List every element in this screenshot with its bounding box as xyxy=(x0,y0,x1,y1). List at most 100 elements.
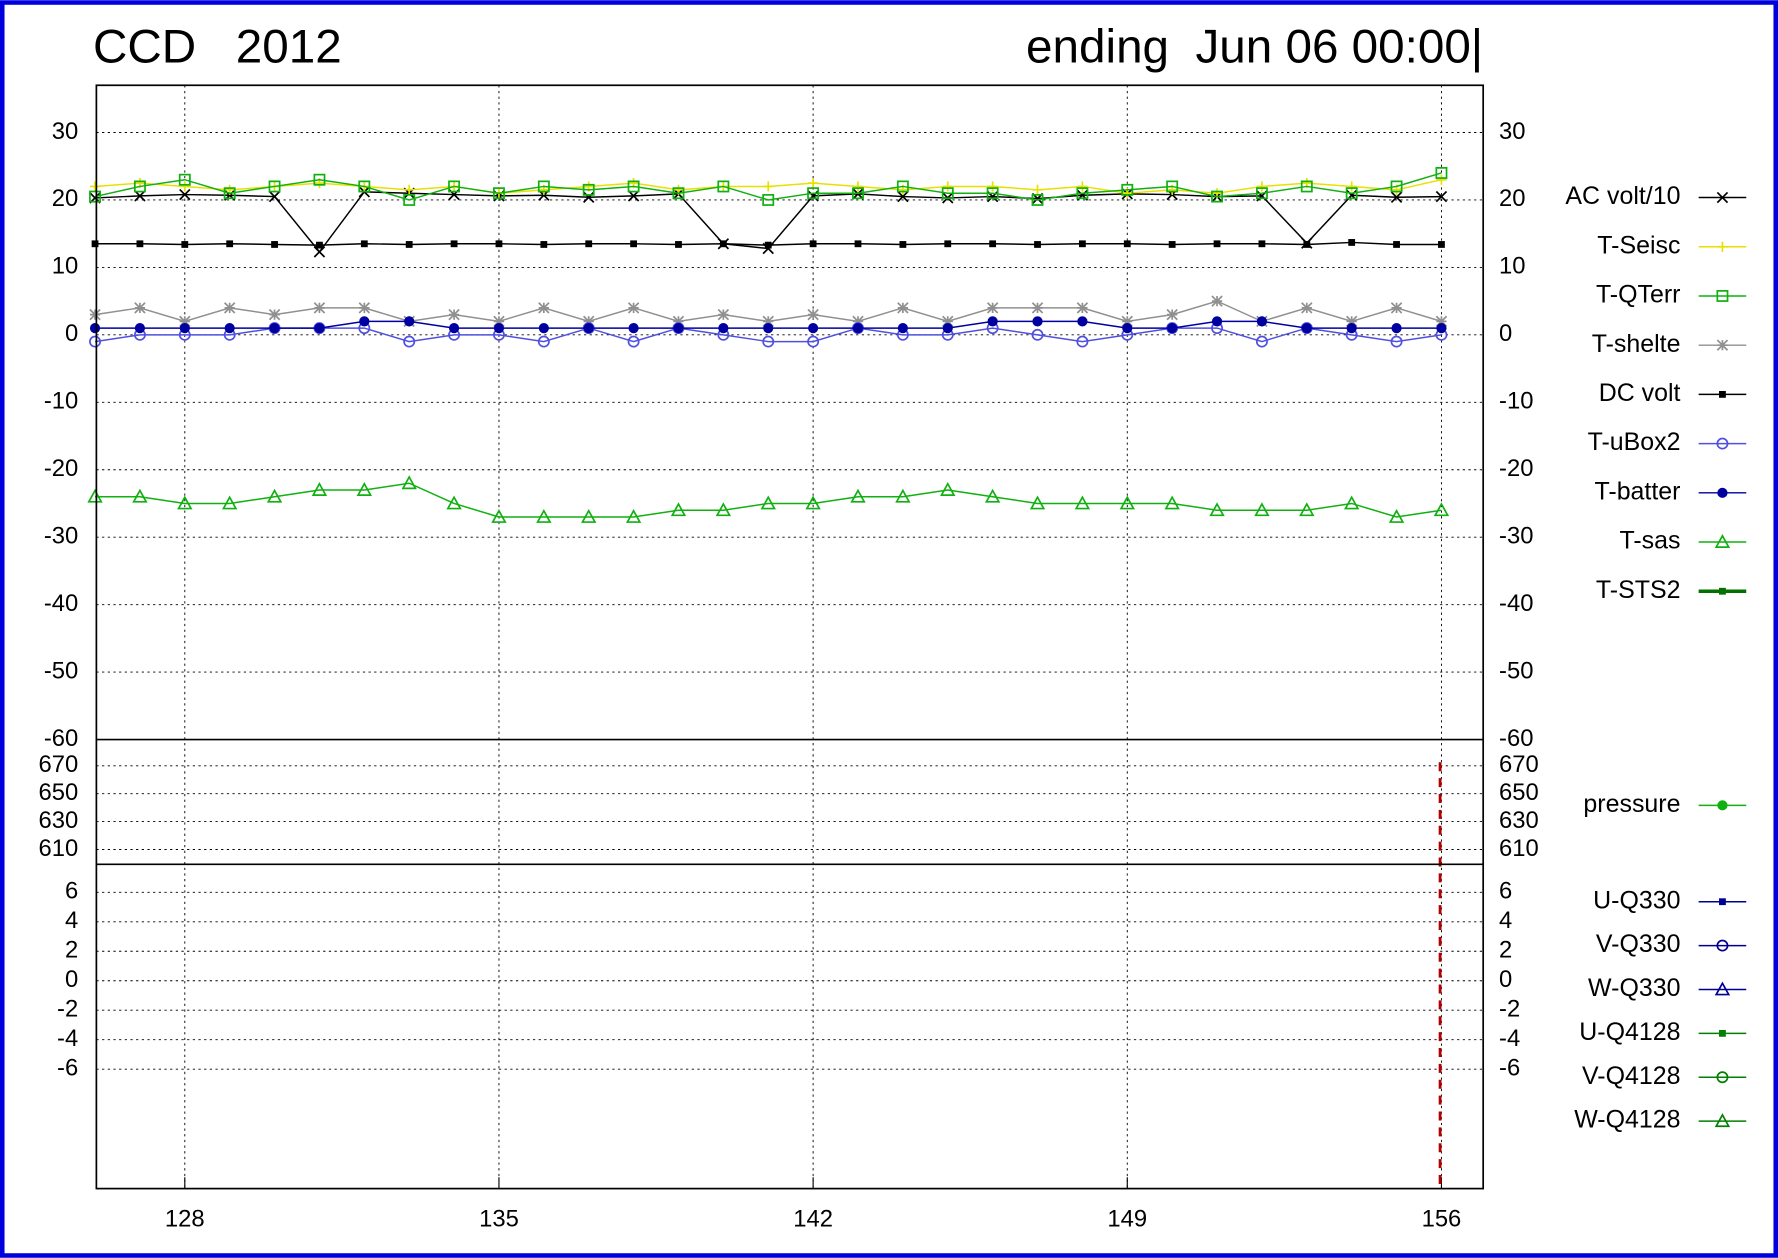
marker xyxy=(1254,502,1270,517)
marker xyxy=(404,184,415,195)
marker xyxy=(178,173,191,186)
marker xyxy=(581,508,597,523)
marker xyxy=(358,302,371,314)
marker xyxy=(1716,290,1729,302)
marker xyxy=(268,190,281,203)
legend-label: AC volt/10 xyxy=(1565,182,1680,210)
marker xyxy=(718,323,729,334)
marker xyxy=(854,240,862,248)
marker xyxy=(852,181,864,192)
marker xyxy=(1076,187,1089,200)
marker xyxy=(536,508,552,523)
marker xyxy=(132,488,148,503)
y-tick-label-right: 30 xyxy=(1499,118,1525,145)
marker xyxy=(1077,316,1088,327)
plot-area xyxy=(87,167,1450,1189)
legend-label: V-Q330 xyxy=(1596,930,1681,958)
legend-label: V-Q4128 xyxy=(1582,1062,1680,1090)
marker xyxy=(852,323,864,334)
marker xyxy=(1301,323,1312,334)
marker xyxy=(266,488,283,503)
marker xyxy=(134,302,146,314)
marker xyxy=(987,181,998,192)
x-tick-label: 142 xyxy=(793,1206,833,1233)
marker xyxy=(133,180,146,193)
marker xyxy=(807,308,819,321)
y-tick-label-right: -6 xyxy=(1499,1054,1520,1081)
marker xyxy=(1438,241,1445,248)
series-line xyxy=(94,172,1442,201)
marker xyxy=(942,323,953,334)
legend-label: U-Q4128 xyxy=(1579,1018,1680,1046)
marker xyxy=(852,187,864,200)
marker xyxy=(1256,316,1268,327)
marker xyxy=(1716,1071,1729,1084)
marker xyxy=(986,302,999,314)
y-tick-label: 30 xyxy=(52,118,78,145)
marker xyxy=(1435,315,1448,328)
marker xyxy=(448,180,461,193)
marker xyxy=(493,315,505,328)
marker xyxy=(136,240,144,248)
marker xyxy=(268,308,281,321)
marker xyxy=(89,335,101,348)
marker xyxy=(1032,184,1043,195)
marker xyxy=(1211,316,1223,327)
marker xyxy=(1300,180,1313,193)
marker xyxy=(1436,174,1447,185)
x-tick-label: 135 xyxy=(479,1206,519,1233)
marker xyxy=(89,181,101,192)
marker xyxy=(1719,390,1726,398)
marker xyxy=(223,187,236,200)
marker xyxy=(1346,181,1357,192)
marker xyxy=(223,302,236,314)
y-tick-label-right: -10 xyxy=(1499,388,1533,415)
marker xyxy=(672,315,685,328)
marker xyxy=(763,181,774,192)
marker xyxy=(627,335,640,348)
marker xyxy=(448,308,460,321)
marker xyxy=(942,315,954,328)
marker xyxy=(715,502,732,517)
marker xyxy=(1211,190,1223,203)
marker xyxy=(1119,495,1135,510)
marker xyxy=(583,315,595,328)
marker xyxy=(582,183,595,196)
marker xyxy=(940,481,956,496)
y-tick-label-right: -2 xyxy=(1499,996,1520,1023)
marker xyxy=(627,180,640,193)
y-tick-label: 6 xyxy=(65,878,78,905)
y-tick-label: 0 xyxy=(65,320,78,347)
marker xyxy=(941,187,954,200)
marker xyxy=(628,323,639,334)
marker xyxy=(1719,587,1726,595)
marker xyxy=(986,187,999,200)
grid xyxy=(96,85,1484,1189)
marker xyxy=(493,323,505,334)
marker xyxy=(1164,495,1180,510)
marker xyxy=(583,191,595,203)
y-tick-label: 610 xyxy=(39,835,79,862)
y-tick-label-right: -20 xyxy=(1499,455,1533,482)
marker xyxy=(762,335,775,348)
marker xyxy=(271,241,278,248)
y-tick-label-right: 4 xyxy=(1499,907,1512,934)
marker xyxy=(1346,323,1357,334)
legend-label: DC volt xyxy=(1599,379,1681,407)
marker xyxy=(673,323,684,334)
y-tick-label: 2 xyxy=(65,937,78,964)
legend-label: W-Q330 xyxy=(1588,974,1680,1002)
marker xyxy=(1714,981,1731,996)
marker xyxy=(314,323,325,334)
marker xyxy=(269,323,280,334)
marker xyxy=(360,240,368,248)
marker xyxy=(899,241,907,248)
marker xyxy=(675,241,682,248)
marker xyxy=(1121,315,1133,328)
marker xyxy=(807,187,820,200)
marker xyxy=(540,241,548,248)
marker xyxy=(1122,323,1133,334)
marker xyxy=(1121,183,1134,196)
